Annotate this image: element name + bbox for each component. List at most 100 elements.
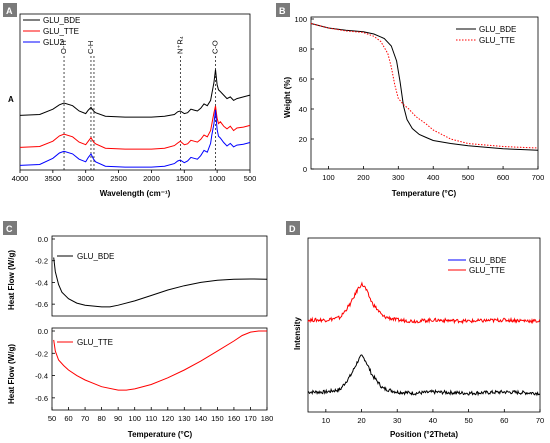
x-tick-label-110-c: 110 xyxy=(145,414,157,423)
x-tick-label-60-c: 60 xyxy=(64,414,72,423)
x-tick-label-500-b: 500 xyxy=(462,173,475,182)
x-tick-label-50-c: 50 xyxy=(48,414,56,423)
x-tick-label-400-b: 400 xyxy=(427,173,440,182)
x-axis-label-c: Temperature (°C) xyxy=(128,430,193,439)
panel-label-b-bg xyxy=(276,3,290,17)
legend-label-glu-bde-c: GLU_BDE xyxy=(77,252,114,261)
x-tick-label-4000-a: 4000 xyxy=(12,174,29,183)
tick-labels-d: 10 20 30 40 50 60 70 xyxy=(322,409,544,425)
y-tick-label-100-b: 100 xyxy=(294,15,307,24)
plot-frame-a xyxy=(19,13,251,171)
y-axis-label-c-top: Heat Flow (W/g) xyxy=(7,250,16,310)
x-tick-label-50-d: 50 xyxy=(464,416,472,425)
panel-c: C 0.0 -0.2 -0.4 -0.6 0.0 -0.2 -0.4 -0.6 50 60 70 80… xyxy=(3,221,273,439)
x-tick-label-2000-a: 2000 xyxy=(143,174,160,183)
panel-label-d-bg xyxy=(286,221,300,235)
x-tick-label-1000-a: 1000 xyxy=(209,174,226,183)
y-tick-label-0-0-c-top: 0.0 xyxy=(38,235,48,244)
y-tick-label--0-4-c-bottom: -0.4 xyxy=(35,372,48,381)
x-tick-label-30-d: 30 xyxy=(393,416,401,425)
panel-label-d: D xyxy=(289,224,296,234)
series-line-glu-tte-b xyxy=(310,23,539,149)
legend-d: GLU_BDE GLU_TTE xyxy=(448,256,506,275)
panel-label-b: B xyxy=(279,6,286,16)
legend-c-top: GLU_BDE xyxy=(57,252,114,261)
x-tick-label-600-b: 600 xyxy=(497,173,510,182)
tick-labels-b: 100 200 300 400 500 600 700 0 20 40 60 80 100 xyxy=(294,15,544,182)
x-axis-label-b: Temperature (°C) xyxy=(392,189,457,198)
legend-label-glu-bde-b: GLU_BDE xyxy=(479,25,516,34)
x-tick-label-90-c: 90 xyxy=(114,414,122,423)
x-tick-label-10-d: 10 xyxy=(322,416,330,425)
legend-label-glu-bde-d: GLU_BDE xyxy=(469,256,506,265)
plot-frame-c-top xyxy=(51,235,268,317)
series-lines-d xyxy=(307,281,541,397)
annotation-label-o-h-a: O-H xyxy=(59,40,68,54)
y-tick-label--0-6-c-bottom: -0.6 xyxy=(35,394,48,403)
legend-label-glu-tte-d: GLU_TTE xyxy=(469,266,505,275)
x-tick-label-1500-a: 1500 xyxy=(176,174,193,183)
series-line-glu-tte-c xyxy=(53,330,267,391)
annotation-label-n-r--a: N⁺R₄ xyxy=(175,36,184,54)
series-lines-c xyxy=(53,257,268,391)
x-tick-label-70-d: 70 xyxy=(536,416,544,425)
legend-label-glu2-a: GLU2 xyxy=(43,38,64,47)
x-tick-label-20-d: 20 xyxy=(357,416,365,425)
y-axis-label-d: Intensity xyxy=(293,317,302,350)
panel-b: B 100 200 300 400 500 600 700 0 20 40 60 80 100 Weig… xyxy=(276,3,544,198)
series-line-glu-bde-b xyxy=(310,23,539,151)
annotation-label-c-o-a: C-O xyxy=(211,40,220,54)
series-line-glu2-a xyxy=(19,109,251,168)
x-tick-label-160-c: 160 xyxy=(228,414,241,423)
y-tick-label--0-4-c-top: -0.4 xyxy=(35,278,48,287)
y-tick-label--0-2-c-bottom: -0.2 xyxy=(35,349,48,358)
x-tick-label-70-c: 70 xyxy=(81,414,89,423)
y-tick-label-60-b: 60 xyxy=(299,75,307,84)
x-tick-label-100-b: 100 xyxy=(322,173,335,182)
x-tick-label-3000-a: 3000 xyxy=(77,174,94,183)
x-tick-label-2500-a: 2500 xyxy=(110,174,127,183)
y-tick-label-20-b: 20 xyxy=(299,135,307,144)
x-tick-label-300-b: 300 xyxy=(392,173,405,182)
x-tick-label-500-a: 500 xyxy=(244,174,257,183)
panel-a: A O-H C-H N⁺R₄ C-O 4000 3500 3000 2500 2000 1500… xyxy=(3,3,256,198)
tick-labels-c: 0.0 -0.2 -0.4 -0.6 0.0 -0.2 -0.4 -0.6 50 60 70 80 90… xyxy=(35,235,273,423)
legend-label-glu-tte-a: GLU_TTE xyxy=(43,27,79,36)
plot-frame-d xyxy=(307,237,541,413)
x-tick-label-100-c: 100 xyxy=(128,414,141,423)
panel-d: D 10 20 30 40 50 60 70 Intensity Position (°2T… xyxy=(286,221,544,439)
x-tick-label-170-c: 170 xyxy=(244,414,257,423)
panel-label-a: A xyxy=(6,6,13,16)
x-tick-label-130-c: 130 xyxy=(178,414,191,423)
series-lines-a xyxy=(19,69,251,168)
legend-a: GLU_BDE GLU_TTE GLU2 xyxy=(23,16,80,47)
series-line-glu-bde-a xyxy=(19,69,251,118)
tick-labels-a: 4000 3500 3000 2500 2000 1500 1000 500 xyxy=(12,170,257,183)
x-tick-label-180-c: 180 xyxy=(261,414,274,423)
y-tick-label-40-b: 40 xyxy=(299,105,307,114)
x-tick-label-700-b: 700 xyxy=(532,173,545,182)
y-tick-label-0-b: 0 xyxy=(303,165,307,174)
legend-label-glu-tte-b: GLU_TTE xyxy=(479,36,515,45)
y-axis-label-a: A xyxy=(8,95,14,104)
series-line-glu-bde-d xyxy=(307,354,541,397)
x-tick-label-150-c: 150 xyxy=(211,414,224,423)
x-tick-label-40-d: 40 xyxy=(429,416,437,425)
y-tick-label--0-2-c-top: -0.2 xyxy=(35,257,48,266)
x-axis-label-a: Wavelength (cm⁻¹) xyxy=(100,189,171,198)
x-tick-label-3500-a: 3500 xyxy=(45,174,62,183)
legend-c-bottom: GLU_TTE xyxy=(57,338,113,347)
x-tick-label-200-b: 200 xyxy=(357,173,370,182)
plot-frame-b xyxy=(310,16,539,170)
series-line-glu-tte-d xyxy=(307,281,541,325)
panel-label-a-bg xyxy=(3,3,17,17)
series-line-glu-tte-a xyxy=(19,105,251,150)
y-tick-label--0-6-c-top: -0.6 xyxy=(35,300,48,309)
y-tick-label-0-0-c-bottom: 0.0 xyxy=(38,327,48,336)
legend-label-glu-bde-a: GLU_BDE xyxy=(43,16,80,25)
y-axis-label-b: Weight (%) xyxy=(283,76,292,118)
series-line-glu-bde-c xyxy=(53,257,268,308)
annotation-label-c-h-a: C-H xyxy=(86,41,95,54)
x-axis-label-d: Position (°2Theta) xyxy=(390,430,458,439)
